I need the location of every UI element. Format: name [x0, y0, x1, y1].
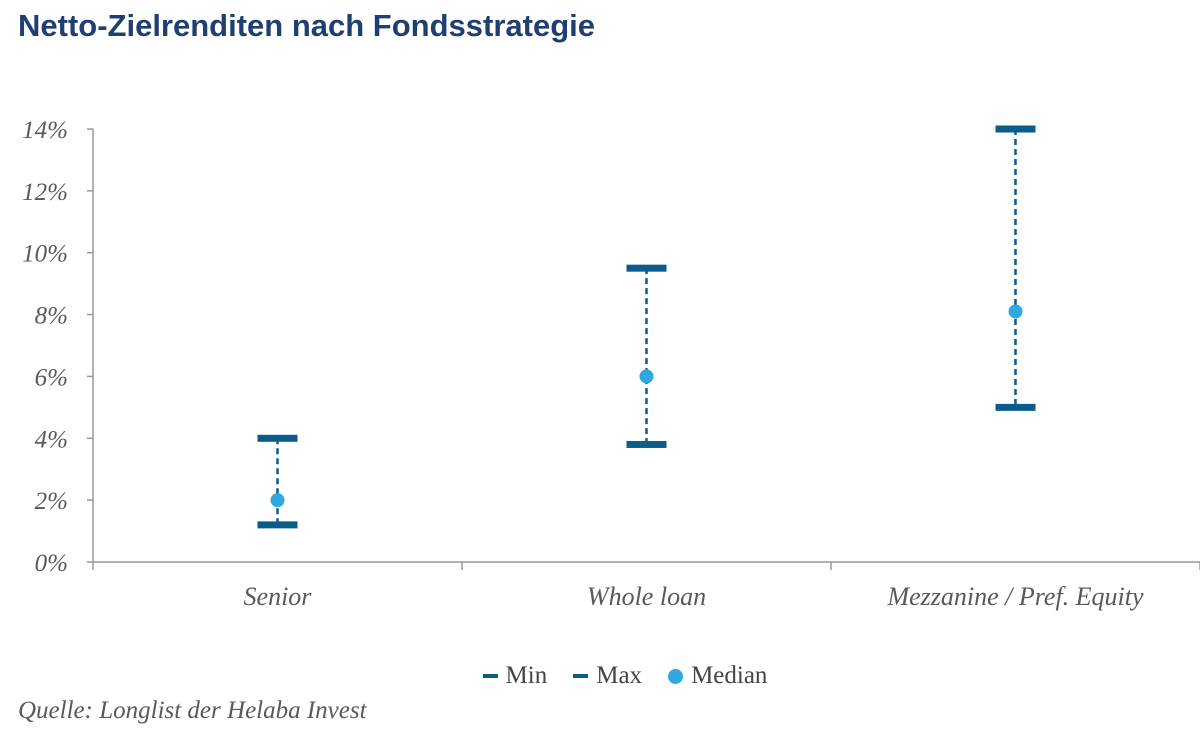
range-chart: 0% 2% 4% 6% 8% 10% 12% 14% Senior Whole loan Mezza… [22, 117, 1200, 611]
source-note: Quelle: Longlist der Helaba Invest [18, 697, 367, 724]
chart-title: Netto-Zielrenditen nach Fondsstrategie [18, 8, 596, 43]
y-tick-label: 4% [35, 426, 68, 453]
legend-item-min: Min [482, 662, 548, 690]
median-point [1008, 304, 1023, 319]
x-tick-label: Senior [244, 582, 313, 611]
legend-min-label: Min [505, 662, 548, 689]
max-marker [257, 434, 298, 442]
legend-median-marker [668, 668, 684, 684]
y-tick-label: 2% [35, 488, 68, 515]
chart-legend: Min Max Median [0, 660, 1200, 692]
max-marker [626, 264, 667, 272]
legend-item-median: Median [668, 662, 767, 690]
x-tick-label: Mezzanine / Pref. Equity [886, 582, 1144, 611]
legend-min-marker [482, 674, 498, 678]
legend-item-max: Max [573, 662, 642, 690]
median-point [270, 493, 285, 508]
y-tick-label: 6% [35, 364, 68, 391]
legend-max-marker [573, 674, 589, 678]
x-tick-label: Whole loan [587, 582, 706, 611]
min-marker [257, 521, 298, 529]
median-point [639, 369, 654, 384]
min-marker [626, 440, 667, 448]
min-marker [995, 403, 1036, 411]
chart-marks [257, 125, 1036, 529]
y-tick-label: 8% [35, 303, 68, 330]
max-marker [995, 125, 1036, 133]
y-tick-label: 14% [22, 117, 68, 144]
y-tick-label: 10% [22, 241, 68, 268]
y-tick-label: 12% [22, 179, 68, 206]
legend-median-label: Median [691, 662, 768, 689]
chart-axes: 0% 2% 4% 6% 8% 10% 12% 14% Senior Whole loan Mezza… [22, 117, 1200, 611]
legend-max-label: Max [596, 662, 643, 689]
y-tick-label: 0% [35, 550, 68, 577]
